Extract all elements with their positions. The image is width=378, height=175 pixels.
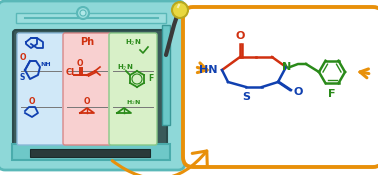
Circle shape [77, 7, 89, 19]
Text: O: O [77, 59, 83, 68]
Circle shape [172, 2, 188, 18]
FancyBboxPatch shape [13, 30, 167, 148]
Bar [30, 149, 150, 157]
Text: S: S [19, 73, 25, 82]
Text: O: O [29, 97, 35, 106]
Text: N: N [282, 62, 291, 72]
FancyBboxPatch shape [63, 33, 111, 145]
FancyBboxPatch shape [0, 1, 185, 170]
Text: O: O [293, 87, 302, 97]
Text: O: O [235, 31, 245, 41]
FancyBboxPatch shape [183, 7, 378, 167]
Circle shape [80, 10, 86, 16]
Bar [12, 144, 170, 160]
FancyBboxPatch shape [109, 33, 157, 145]
Text: H$_2$N: H$_2$N [117, 63, 133, 73]
FancyBboxPatch shape [17, 33, 65, 145]
Text: H$_2$N: H$_2$N [125, 38, 141, 48]
Text: F: F [328, 89, 336, 99]
Text: HN: HN [198, 65, 217, 75]
Bar [16, 13, 166, 23]
Text: O: O [20, 53, 26, 62]
Text: NH: NH [40, 62, 51, 67]
Text: H$_2$N: H$_2$N [125, 98, 141, 107]
Text: S: S [242, 92, 250, 102]
Bar [162, 25, 170, 125]
Text: Cl: Cl [65, 68, 74, 77]
Text: Ph: Ph [80, 37, 94, 47]
FancyArrowPatch shape [112, 151, 207, 175]
Text: O: O [84, 97, 90, 106]
Text: F: F [148, 74, 153, 83]
